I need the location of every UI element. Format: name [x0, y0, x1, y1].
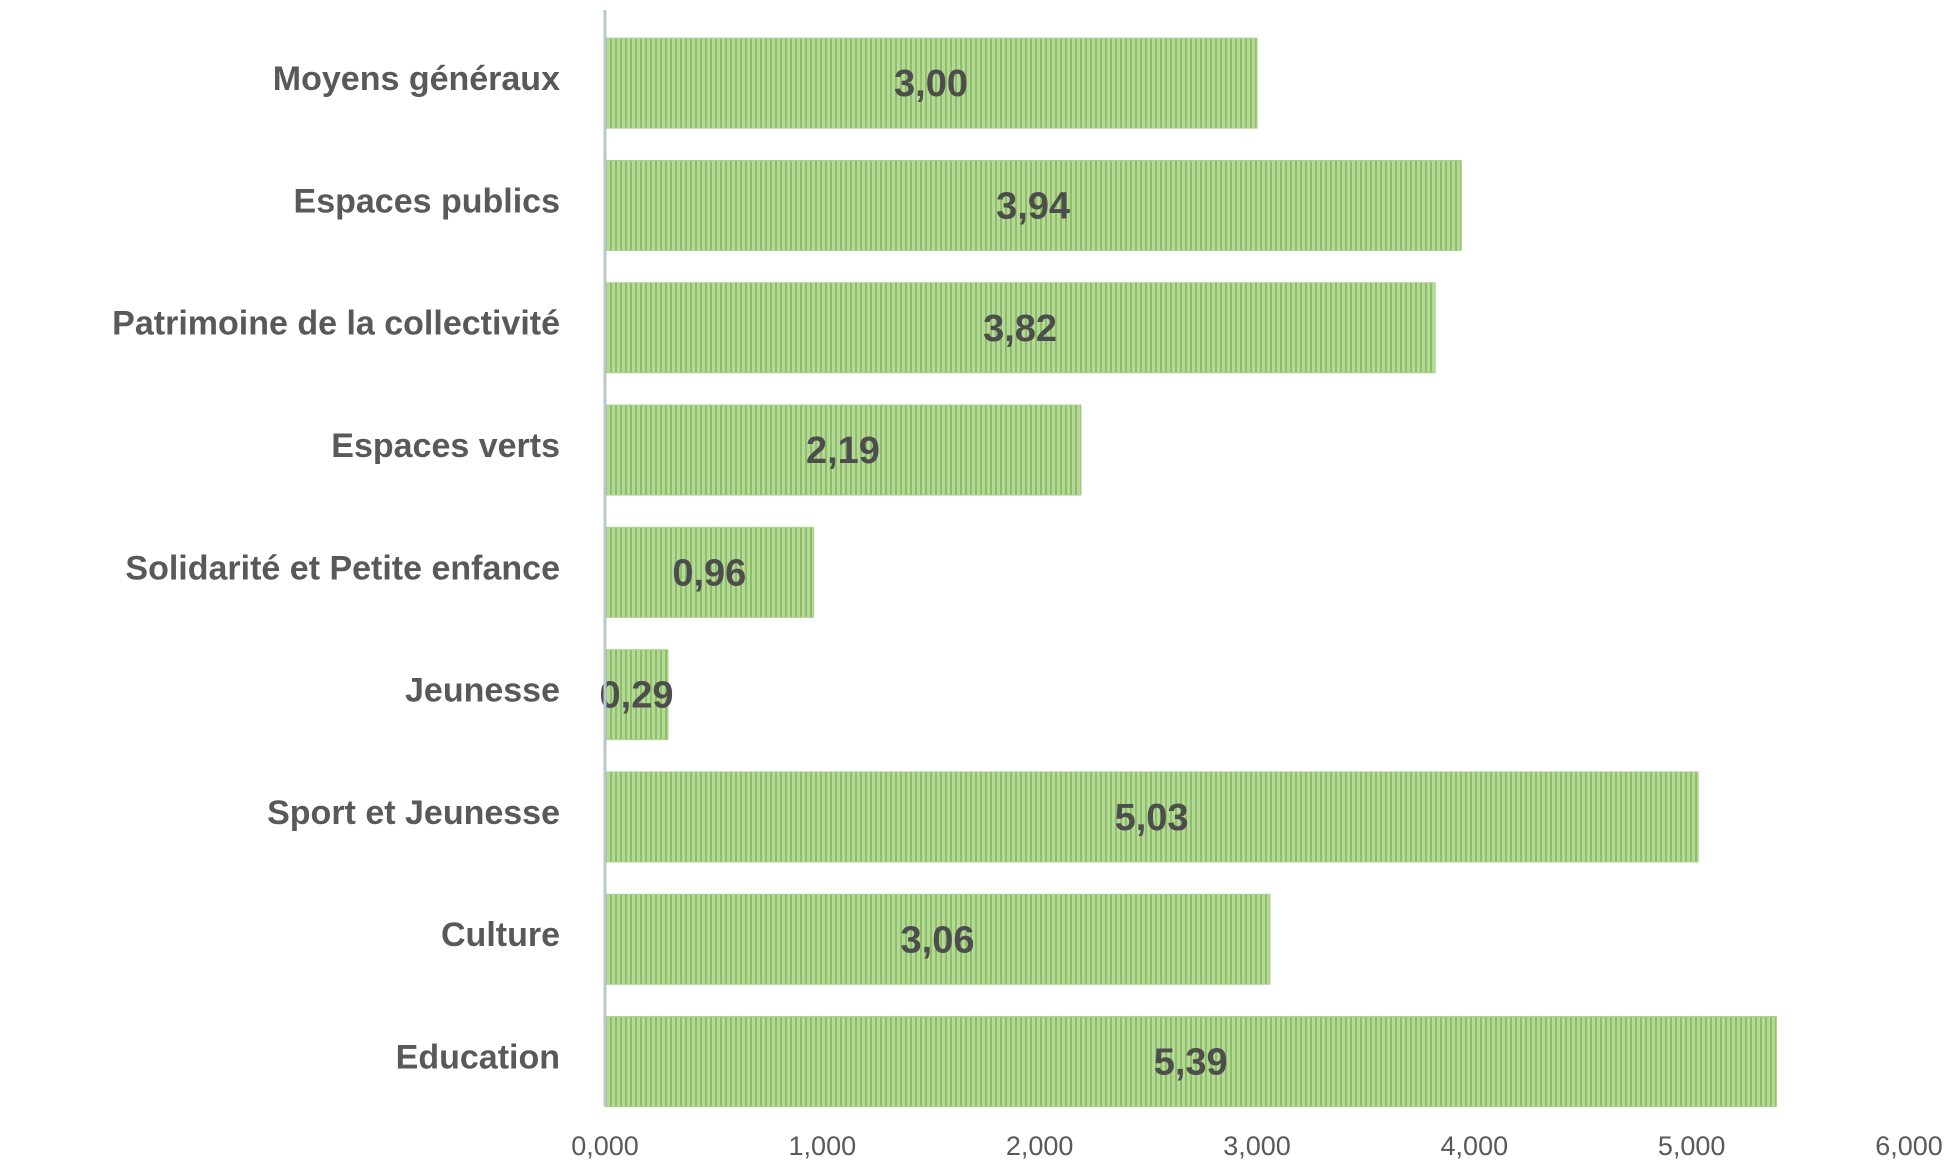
y-tick-label: Solidarité et Petite enfance: [125, 549, 560, 587]
bar: [604, 404, 1082, 496]
x-tick-label: 0,000: [571, 1131, 639, 1161]
y-tick-label: Education: [396, 1039, 560, 1077]
data-label: 3,82: [983, 308, 1057, 350]
bar: [604, 649, 669, 741]
y-tick-label: Espaces publics: [294, 182, 560, 220]
data-label: 3,06: [901, 919, 975, 961]
x-tick-label: 6,000: [1875, 1131, 1943, 1161]
y-tick-label: Culture: [441, 916, 560, 954]
bar: [604, 282, 1436, 374]
y-tick-label: Moyens généraux: [273, 60, 560, 98]
bar: [604, 526, 815, 618]
data-label: 5,39: [1154, 1042, 1228, 1084]
x-tick-label: 3,000: [1223, 1131, 1291, 1161]
bar: [604, 893, 1271, 985]
data-label: 2,19: [806, 430, 880, 472]
bar: [604, 159, 1462, 251]
data-label: 3,00: [894, 63, 968, 105]
x-tick-label: 2,000: [1006, 1131, 1074, 1161]
y-tick-label: Espaces verts: [331, 427, 560, 465]
x-tick-label: 5,000: [1658, 1131, 1726, 1161]
data-label: 3,94: [996, 185, 1070, 227]
y-tick-label: Patrimoine de la collectivité: [112, 305, 560, 343]
y-tick-label: Sport et Jeunesse: [267, 794, 560, 832]
x-tick-label: 1,000: [789, 1131, 857, 1161]
x-tick-label: 4,000: [1441, 1131, 1509, 1161]
y-tick-label: Jeunesse: [405, 672, 560, 710]
data-label: 0,96: [672, 552, 746, 594]
data-label: 0,29: [600, 675, 674, 717]
bar: [604, 37, 1258, 129]
data-label: 5,03: [1115, 797, 1189, 839]
bar: [604, 771, 1699, 863]
